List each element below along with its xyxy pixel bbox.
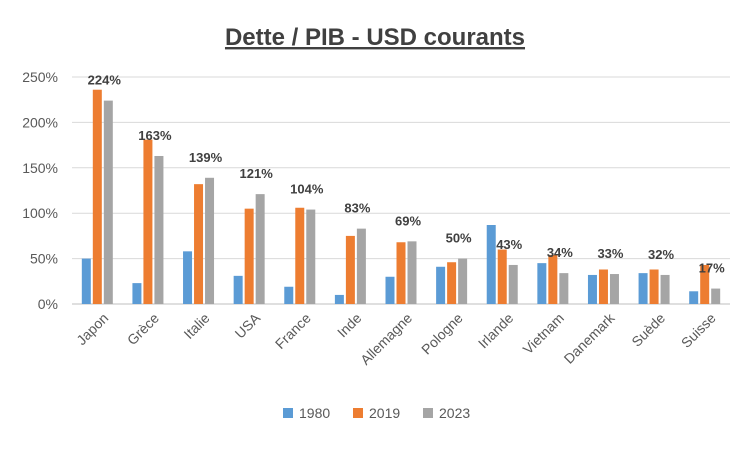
bar-2023 [711, 288, 721, 304]
category-label: Grèce [124, 310, 162, 348]
bar-2019 [244, 208, 254, 304]
category-label: Danemark [561, 309, 619, 367]
bar-2019 [548, 254, 558, 304]
bar-2019 [700, 264, 710, 304]
data-label: 224% [88, 73, 122, 88]
y-tick-label: 250% [22, 69, 58, 85]
bar-2023 [407, 241, 417, 304]
bar-2023 [609, 274, 619, 304]
bar-1980 [233, 275, 243, 304]
category-label: Irlande [475, 310, 517, 352]
category-label: France [272, 310, 314, 352]
legend-label-2023: 2023 [439, 405, 470, 421]
bar-2019 [194, 184, 204, 304]
bar-2019 [649, 269, 659, 304]
data-label: 50% [446, 231, 472, 246]
category-label: USA [232, 309, 264, 341]
category-label: Italie [180, 310, 212, 342]
y-tick-label: 200% [22, 114, 58, 130]
bar-1980 [638, 273, 648, 304]
bar-2023 [458, 258, 468, 304]
bar-2019 [396, 242, 406, 304]
bar-2023 [356, 228, 366, 304]
y-tick-label: 150% [22, 160, 58, 176]
legend-label-2019: 2019 [369, 405, 400, 421]
legend-label-1980: 1980 [299, 405, 330, 421]
grid-lines [72, 76, 730, 305]
bar-2023 [103, 100, 113, 304]
bar-2023 [306, 209, 316, 304]
bar-2023 [154, 155, 164, 304]
bar-1980 [385, 276, 395, 304]
legend-swatch-2023 [423, 408, 433, 418]
legend: 1980 2019 2023 [283, 405, 470, 421]
bar-1980 [436, 266, 446, 304]
data-label: 17% [699, 261, 725, 276]
data-label: 83% [344, 201, 370, 216]
bar-1980 [486, 225, 496, 304]
data-labels: 224% 163% 139% 121% 104% 83% 69% 50% 43% 34% 33% 32… [88, 73, 725, 276]
category-label: Allemagne [357, 310, 415, 368]
bar-2019 [497, 249, 507, 304]
bar-2019 [345, 235, 355, 304]
bar-2019 [143, 139, 153, 304]
bar-2019 [598, 269, 608, 304]
legend-swatch-1980 [283, 408, 293, 418]
data-label: 69% [395, 213, 421, 228]
bar-2023 [559, 273, 569, 304]
bar-2023 [508, 264, 518, 304]
y-axis-ticks: 0% 50% 100% 150% 200% 250% [22, 69, 58, 312]
bar-2023 [205, 177, 215, 304]
data-label: 121% [240, 166, 274, 181]
bar-2023 [660, 274, 670, 304]
data-label: 139% [189, 150, 223, 165]
bar-1980 [689, 291, 699, 304]
data-label: 32% [648, 247, 674, 262]
y-tick-label: 100% [22, 205, 58, 221]
bar-2019 [447, 262, 457, 304]
legend-swatch-2019 [353, 408, 363, 418]
category-label: Inde [334, 310, 365, 341]
category-label: Japon [73, 310, 111, 348]
y-tick-label: 50% [30, 251, 58, 267]
bar-1980 [537, 263, 547, 304]
bar-1980 [334, 294, 344, 304]
bar-2023 [255, 194, 265, 304]
chart-title: Dette / PIB - USD courants [225, 24, 525, 51]
bar-1980 [284, 286, 294, 304]
category-label: Pologne [418, 310, 466, 358]
bar-1980 [183, 251, 193, 304]
bar-2019 [92, 89, 102, 304]
bars [81, 89, 721, 304]
data-label: 33% [597, 246, 623, 261]
data-label: 34% [547, 245, 573, 260]
category-label: Suisse [678, 310, 719, 351]
y-tick-label: 0% [38, 296, 58, 312]
category-label: Suède [628, 310, 668, 350]
data-label: 163% [138, 128, 172, 143]
data-label: 104% [290, 182, 324, 197]
bar-2019 [295, 207, 305, 304]
bar-1980 [81, 258, 91, 304]
bar-1980 [132, 283, 142, 304]
bar-1980 [587, 274, 597, 304]
category-label: Vietnam [520, 310, 567, 357]
data-label: 43% [496, 237, 522, 252]
